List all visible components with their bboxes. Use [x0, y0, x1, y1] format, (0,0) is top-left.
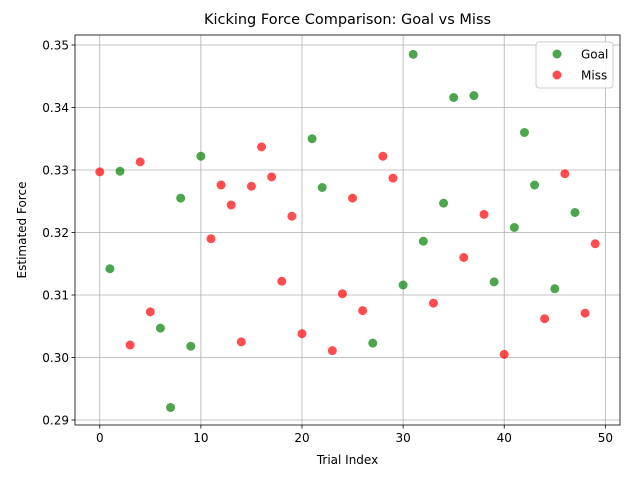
data-point-goal — [550, 284, 560, 294]
data-point-miss — [125, 340, 135, 350]
chart-title: Kicking Force Comparison: Goal vs Miss — [204, 12, 491, 28]
data-point-miss — [206, 234, 216, 244]
x-tick-label: 40 — [497, 431, 512, 445]
data-point-goal — [155, 323, 165, 333]
data-point-goal — [519, 128, 529, 137]
data-point-goal — [509, 223, 519, 232]
data-point-goal — [186, 341, 196, 351]
data-point-goal — [398, 280, 408, 290]
data-point-goal — [449, 93, 459, 102]
data-point-goal — [307, 134, 317, 144]
legend-marker-miss — [552, 70, 562, 80]
data-point-miss — [580, 308, 590, 318]
data-point-miss — [348, 193, 358, 203]
data-point-goal — [489, 277, 499, 287]
data-point-goal — [105, 264, 115, 274]
plot-area-background — [75, 35, 620, 425]
data-point-miss — [337, 289, 347, 299]
data-point-goal — [570, 208, 580, 217]
data-point-miss — [388, 173, 398, 183]
data-point-goal — [166, 403, 176, 412]
legend: Goal Miss — [535, 41, 614, 89]
data-point-miss — [257, 142, 267, 152]
data-point-miss — [428, 298, 438, 308]
data-point-goal — [176, 193, 186, 203]
data-point-miss — [267, 172, 277, 182]
data-point-miss — [358, 306, 368, 316]
x-tick-label: 50 — [598, 431, 613, 445]
data-point-goal — [469, 91, 479, 101]
legend-label-goal: Goal — [581, 48, 608, 62]
data-point-miss — [236, 337, 246, 347]
data-point-goal — [439, 198, 449, 208]
plot-frame — [74, 34, 621, 426]
data-point-goal — [115, 166, 125, 176]
x-tick-label: 0 — [96, 431, 104, 445]
x-tick-label: 20 — [294, 431, 309, 445]
data-point-miss — [287, 211, 297, 221]
y-tick-label: 0.34 — [42, 101, 69, 115]
x-axis-label: Trial Index — [316, 453, 378, 467]
data-point-goal — [408, 49, 418, 59]
data-point-goal — [196, 151, 206, 161]
y-tick-label: 0.35 — [42, 39, 69, 53]
data-point-miss — [499, 349, 509, 359]
y-tick-label: 0.29 — [42, 414, 69, 428]
data-point-miss — [560, 169, 570, 179]
data-point-miss — [95, 167, 105, 177]
data-point-miss — [216, 180, 226, 190]
x-tick-label: 30 — [395, 431, 410, 445]
y-tick-label: 0.32 — [42, 226, 69, 240]
y-axis-label: Estimated Force — [15, 182, 29, 279]
data-point-miss — [590, 239, 600, 249]
y-tick-label: 0.31 — [42, 289, 69, 303]
data-point-miss — [459, 253, 469, 262]
legend-label-miss: Miss — [581, 69, 607, 83]
y-tick-label: 0.30 — [42, 351, 69, 365]
axis-ticks: 0 10 20 30 40 50 0.29 0.30 0.31 0.32 0.33 0.34 0.35 — [42, 39, 613, 446]
data-point-miss — [226, 200, 236, 210]
y-tick-label: 0.33 — [42, 164, 69, 178]
legend-marker-goal — [552, 49, 562, 59]
data-point-miss — [327, 346, 337, 356]
grid — [75, 35, 620, 425]
data-point-miss — [277, 276, 287, 286]
data-point-miss — [145, 307, 155, 317]
data-point-goal — [317, 183, 327, 192]
data-point-miss — [135, 157, 145, 167]
data-point-miss — [246, 181, 256, 191]
data-point-miss — [297, 329, 307, 339]
x-tick-label: 10 — [193, 431, 208, 445]
data-point-miss — [378, 151, 388, 161]
data-point-miss — [540, 314, 550, 324]
data-point-miss — [479, 209, 489, 219]
data-point-goal — [368, 338, 378, 348]
data-points — [95, 49, 600, 412]
data-point-goal — [418, 236, 428, 246]
data-point-goal — [530, 180, 540, 190]
